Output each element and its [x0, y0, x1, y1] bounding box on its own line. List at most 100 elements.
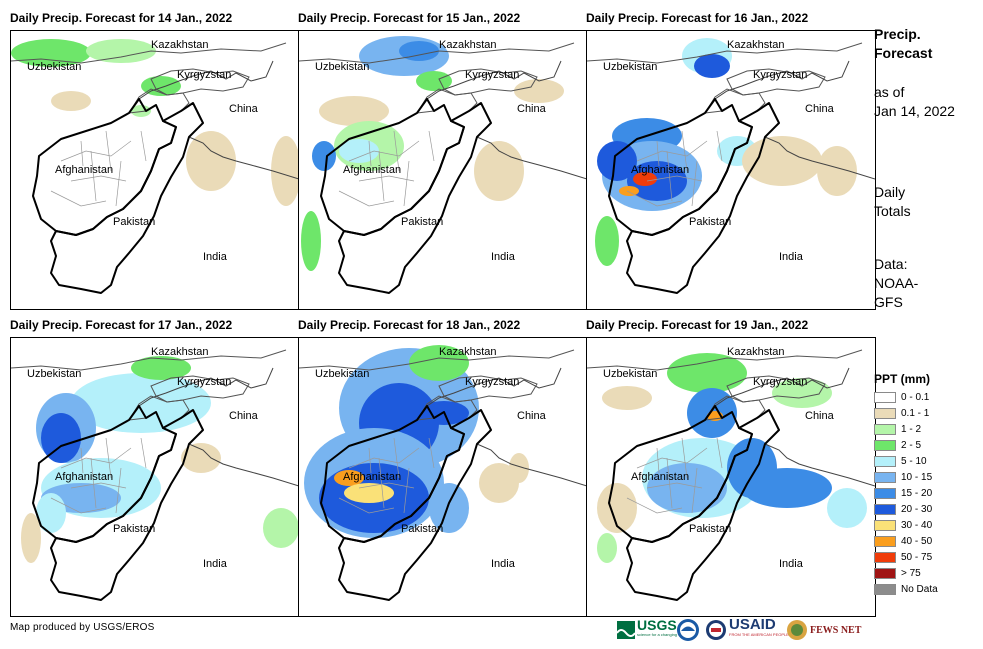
country-outline	[338, 409, 492, 601]
legend-label: 1 - 2	[901, 423, 922, 435]
precip-area	[131, 105, 151, 117]
legend-title: PPT (mm)	[874, 372, 931, 386]
legend-label: 50 - 75	[901, 551, 933, 563]
precip-area	[817, 146, 857, 196]
panel-title: Daily Precip. Forecast for 19 Jan., 2022	[586, 318, 809, 332]
country-label-india: India	[779, 558, 803, 570]
province-lines	[626, 130, 723, 207]
legend-item: 20 - 30	[874, 501, 932, 517]
country-boundary	[764, 443, 875, 487]
sidebar-as-of: as of Jan 14, 2022	[874, 83, 955, 121]
legend-swatch	[874, 535, 896, 547]
sidebar-totals: Daily Totals	[874, 183, 911, 221]
legend-swatch	[874, 455, 896, 467]
country-boundary	[426, 367, 562, 407]
country-label-pakistan: Pakistan	[689, 523, 732, 535]
map-view: Kazakhstan Uzbekistan Kyrgyzstan China Afgha…	[586, 337, 876, 617]
panel-title: Daily Precip. Forecast for 16 Jan., 2022	[586, 11, 809, 25]
usgs-logo: USGS science for a changing world	[617, 617, 688, 643]
country-boundary	[587, 42, 863, 64]
province-lines	[50, 130, 147, 207]
precip-area	[827, 488, 867, 528]
usgs-tagline: science for a changing world	[637, 632, 688, 637]
country-label-india: India	[491, 558, 515, 570]
country-label-kazakhstan: Kazakhstan	[727, 346, 785, 358]
forecast-panel: Daily Precip. Forecast for 17 Jan., 2022…	[10, 315, 300, 617]
precip-area	[514, 79, 564, 103]
precip-area	[772, 378, 832, 408]
country-label-kyrgyzstan: Kyrgyzstan	[177, 69, 232, 81]
country-label-pakistan: Pakistan	[401, 216, 444, 228]
country-label-china: China	[805, 103, 834, 115]
forecast-panel: Daily Precip. Forecast for 15 Jan., 2022…	[298, 8, 588, 310]
precip-area	[301, 211, 321, 271]
country-label-afghanistan: Afghanistan	[343, 471, 402, 483]
country-boundary	[299, 42, 575, 64]
legend-item: 0.1 - 1	[874, 405, 929, 421]
map-view: Kazakhstan Uzbekistan Kyrgyzstan China Afgha…	[586, 30, 876, 310]
province-lines	[626, 437, 723, 514]
legend-label: No Data	[901, 583, 938, 595]
fewsnet-globe-icon	[787, 620, 807, 640]
legend-item: > 75	[874, 565, 921, 581]
precip-area	[509, 453, 529, 483]
country-label-uzbekistan: Uzbekistan	[27, 61, 82, 73]
precip-area	[602, 386, 652, 410]
precip-area	[51, 91, 91, 111]
legend-swatch	[874, 471, 896, 483]
precip-map	[11, 349, 299, 601]
country-label-china: China	[229, 103, 258, 115]
country-label-afghanistan: Afghanistan	[631, 164, 690, 176]
sidebar-data-line1: Data:	[874, 256, 908, 272]
legend-swatch	[874, 503, 896, 515]
country-label-uzbekistan: Uzbekistan	[603, 368, 658, 380]
province-lines	[338, 437, 435, 514]
sidebar-title-line1: Precip.	[874, 26, 921, 42]
precip-area	[429, 483, 469, 533]
precip-area	[694, 54, 730, 78]
precip-area	[742, 468, 832, 508]
country-label-uzbekistan: Uzbekistan	[603, 61, 658, 73]
country-outline	[338, 102, 492, 294]
legend-label: 30 - 40	[901, 519, 933, 531]
legend-item: 50 - 75	[874, 549, 932, 565]
legend-item: 30 - 40	[874, 517, 932, 533]
country-label-uzbekistan: Uzbekistan	[315, 61, 370, 73]
precip-area	[647, 463, 727, 513]
precip-area	[597, 483, 637, 533]
legend-item: 40 - 50	[874, 533, 932, 549]
country-label-pakistan: Pakistan	[113, 216, 156, 228]
country-boundary	[764, 136, 875, 180]
legend-label: 10 - 15	[901, 471, 933, 483]
country-boundary	[11, 42, 287, 64]
country-label-pakistan: Pakistan	[401, 523, 444, 535]
precip-area	[21, 513, 41, 563]
map-view: Kazakhstan Uzbekistan Kyrgyzstan China Afgha…	[298, 337, 588, 617]
country-label-pakistan: Pakistan	[689, 216, 732, 228]
country-outline	[50, 409, 204, 601]
legend-label: > 75	[901, 567, 921, 579]
country-label-india: India	[203, 558, 227, 570]
legend-label: 2 - 5	[901, 439, 922, 451]
precip-area	[409, 345, 469, 381]
legend-swatch	[874, 423, 896, 435]
country-boundary	[587, 349, 863, 371]
panel-title: Daily Precip. Forecast for 17 Jan., 2022	[10, 318, 233, 332]
forecast-panel: Daily Precip. Forecast for 18 Jan., 2022…	[298, 315, 588, 617]
legend-swatch	[874, 551, 896, 563]
sidebar-asof-line1: as of	[874, 84, 905, 100]
legend-label: 5 - 10	[901, 455, 927, 467]
precip-area	[186, 131, 236, 191]
country-label-india: India	[491, 251, 515, 263]
country-label-china: China	[517, 410, 546, 422]
usaid-wordmark: USAID	[729, 616, 776, 633]
legend-item: 1 - 2	[874, 421, 921, 437]
legend-item: 10 - 15	[874, 469, 932, 485]
sidebar-totals-line1: Daily	[874, 184, 906, 200]
legend-label: 40 - 50	[901, 535, 933, 547]
country-boundary	[188, 443, 299, 487]
legend-swatch	[874, 487, 896, 499]
country-label-india: India	[779, 251, 803, 263]
country-outline	[50, 102, 204, 294]
country-boundary	[426, 60, 562, 100]
